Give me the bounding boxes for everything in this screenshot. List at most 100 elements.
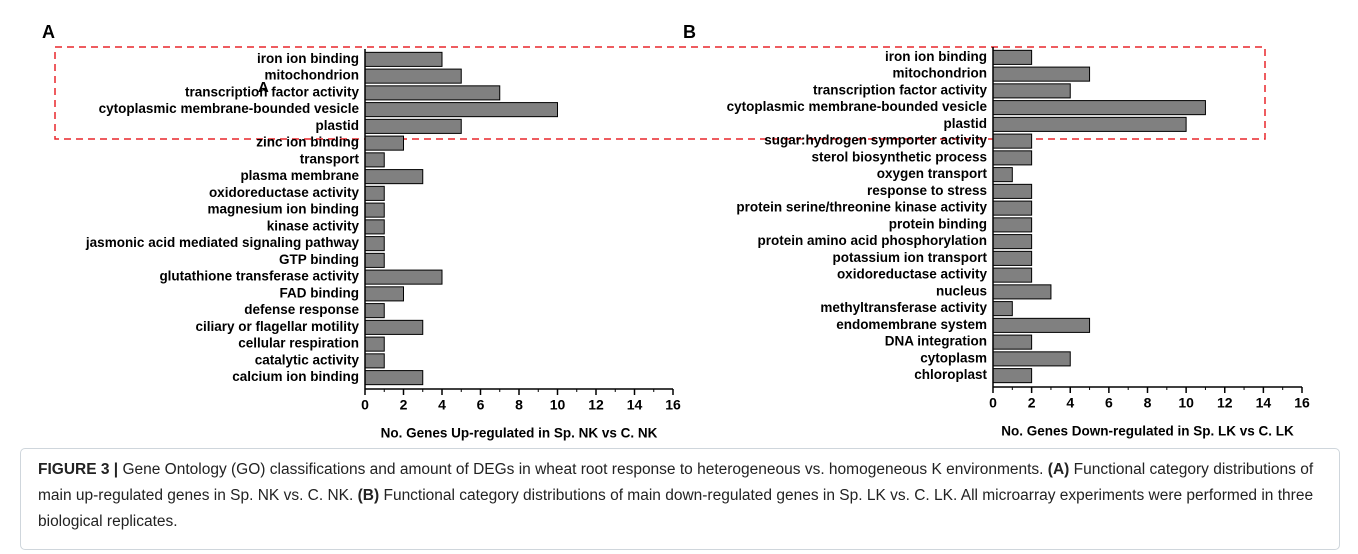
category-label: endomembrane system [836,317,987,332]
bar [992,66,1091,82]
bar [992,334,1033,350]
category-label: catalytic activity [255,352,360,367]
category-label: calcium ion binding [232,369,359,384]
x-tick-label: 6 [477,397,485,413]
category-label: plasma membrane [240,168,359,183]
bar [364,219,385,235]
caption-text: Functional category distributions of mai… [38,461,1314,504]
bar [992,301,1013,317]
bar [992,116,1187,132]
category-label: GTP binding [279,252,359,267]
bar [364,51,443,67]
x-axis-label: No. Genes Up-regulated in Sp. NK vs C. N… [381,426,658,441]
bar [364,169,424,185]
bar [364,353,385,369]
caption: FIGURE 3 | Gene Ontology (GO) classifica… [20,448,1340,550]
category-label: sugar:hydrogen symporter activity [764,133,987,148]
category-label: sterol biosynthetic process [811,149,987,164]
x-tick-label: 10 [1178,395,1194,411]
category-label: chloroplast [914,367,987,382]
x-tick-label: 0 [361,397,369,413]
category-label: iron ion binding [257,51,359,66]
bar [364,152,385,168]
x-tick-label: 14 [1256,395,1272,411]
bar [992,100,1206,116]
panel-label: A [42,22,55,42]
bar [992,83,1071,99]
panel-label: B [683,22,696,42]
bar [992,284,1052,300]
category-label: cytoplasmic membrane-bounded vesicle [727,99,988,114]
bar [992,234,1033,250]
bar [992,217,1033,233]
bar [992,317,1091,333]
x-tick-label: 8 [515,397,523,413]
bar [364,202,385,218]
category-label: protein binding [889,216,987,231]
x-tick-label: 4 [1066,395,1074,411]
highlight-box [54,46,1266,140]
x-tick-label: 4 [438,397,446,413]
category-label: oxygen transport [877,166,988,181]
bar [364,102,558,118]
bar [992,200,1033,216]
category-label: oxidoreductase activity [837,267,988,282]
category-label: iron ion binding [885,49,987,64]
category-label: defense response [244,302,359,317]
bar [992,133,1033,149]
bar [364,135,404,151]
category-label: plastid [943,116,987,131]
bar [992,167,1013,183]
category-label: response to stress [867,183,987,198]
bar [364,336,385,352]
category-label: cytoplasmic membrane-bounded vesicle [99,101,360,116]
x-tick-label: 6 [1105,395,1113,411]
x-tick-label: 16 [665,397,681,413]
annotation: A [258,79,269,96]
bar [992,351,1071,367]
category-label: mitochondrion [265,68,360,83]
category-label: protein amino acid phosphorylation [757,233,987,248]
category-label: mitochondrion [893,66,988,81]
bar [364,118,462,134]
category-label: magnesium ion binding [208,202,360,217]
category-label: glutathione transferase activity [159,269,359,284]
category-label: DNA integration [885,334,987,349]
bar [364,85,501,101]
category-label: oxidoreductase activity [209,185,360,200]
category-label: plastid [315,118,359,133]
bar [364,286,404,302]
bar [364,68,462,84]
caption-ref: (B) [357,487,380,504]
x-tick-label: 2 [1028,395,1036,411]
bar [992,150,1033,166]
bar [992,49,1033,65]
x-tick-label: 12 [588,397,604,413]
caption-text: Functional category distributions of mai… [38,487,1314,530]
category-label: cytoplasm [920,350,987,365]
bar [992,250,1033,266]
category-label: FAD binding [280,285,359,300]
x-tick-label: 14 [627,397,643,413]
category-label: cellular respiration [238,336,359,351]
category-label: protein serine/threonine kinase activity [736,200,987,215]
category-label: ciliary or flagellar motility [195,319,359,334]
x-tick-label: 2 [400,397,408,413]
bar [992,267,1033,283]
x-axis-label: No. Genes Down-regulated in Sp. LK vs C.… [1001,424,1294,439]
category-label: zinc ion binding [256,135,359,150]
category-label: transcription factor activity [185,84,360,99]
category-label: kinase activity [267,218,360,233]
bar [364,269,443,285]
category-label: methyltransferase activity [820,300,987,315]
bar [364,319,424,335]
bar [364,185,385,201]
x-tick-label: 10 [550,397,566,413]
category-label: nucleus [936,283,987,298]
category-label: jasmonic acid mediated signaling pathway [85,235,360,250]
category-label: transport [300,151,360,166]
caption-ref: (A) [1047,461,1070,478]
caption-label: FIGURE 3 | [38,461,119,478]
